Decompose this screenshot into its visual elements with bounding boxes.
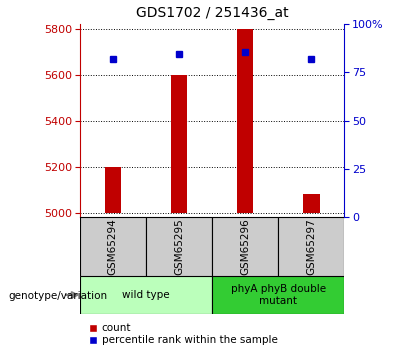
Text: phyA phyB double
mutant: phyA phyB double mutant — [231, 284, 326, 306]
Bar — [278, 217, 344, 276]
Bar — [237, 29, 253, 213]
Text: GSM65295: GSM65295 — [174, 218, 184, 275]
Bar — [80, 276, 212, 314]
Text: GSM65294: GSM65294 — [108, 218, 118, 275]
Title: GDS1702 / 251436_at: GDS1702 / 251436_at — [136, 6, 289, 20]
Bar — [105, 167, 121, 213]
Bar — [212, 276, 344, 314]
Bar — [171, 75, 187, 213]
Bar — [146, 217, 212, 276]
Bar — [212, 217, 278, 276]
Bar — [303, 194, 320, 213]
Text: wild type: wild type — [122, 290, 170, 300]
Text: GSM65296: GSM65296 — [240, 218, 250, 275]
Text: GSM65297: GSM65297 — [306, 218, 316, 275]
Text: genotype/variation: genotype/variation — [8, 291, 108, 300]
Bar — [80, 217, 146, 276]
Legend: count, percentile rank within the sample: count, percentile rank within the sample — [85, 319, 282, 345]
